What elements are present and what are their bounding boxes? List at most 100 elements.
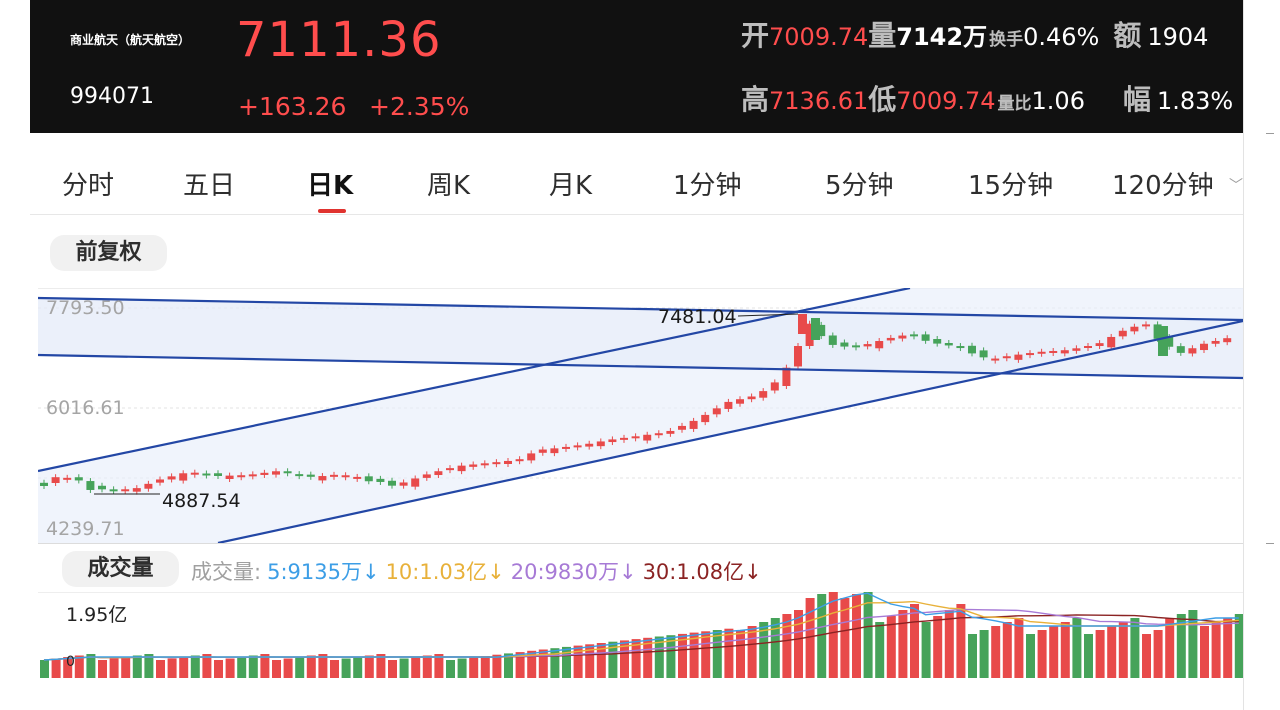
left-margin (0, 0, 30, 710)
candle (747, 396, 756, 400)
tab-5-minute[interactable]: 5分钟 (825, 171, 894, 201)
candle (562, 446, 570, 449)
adjust-mode-button[interactable]: 前复权 (50, 235, 167, 271)
candle (840, 342, 849, 347)
volume-bar (782, 614, 792, 678)
volume-bar (353, 657, 363, 678)
candle (295, 474, 304, 477)
candle (283, 471, 292, 474)
candle (40, 482, 48, 486)
candle (968, 345, 976, 354)
candle (98, 485, 106, 490)
candle (457, 465, 466, 472)
candle (434, 471, 443, 476)
volume-ratio-value: 1.06 (1031, 87, 1085, 115)
current-price: 7111.36 (236, 12, 442, 68)
volume-bar (283, 658, 293, 678)
volume-ratio-label: 量比 (997, 94, 1032, 114)
chart-divider (38, 543, 1243, 544)
candle (921, 334, 930, 341)
tab-daily-k[interactable]: 日K (307, 171, 354, 201)
candle (167, 476, 176, 480)
tab-1-minute[interactable]: 1分钟 (673, 171, 742, 201)
volume-bar (596, 643, 606, 678)
volume-bar (225, 658, 235, 678)
candle (376, 478, 385, 482)
candle (1037, 351, 1046, 354)
candle (248, 474, 257, 477)
volume-bar (1049, 626, 1059, 678)
volume-bar (144, 654, 154, 678)
candle (469, 464, 478, 467)
candle (156, 479, 164, 483)
candle (875, 341, 884, 349)
candle (666, 430, 675, 434)
candle (1142, 324, 1150, 327)
candle (898, 335, 907, 339)
volume-bar (1072, 618, 1082, 678)
tab-intraday[interactable]: 分时 (62, 171, 115, 201)
volume-bar (237, 657, 247, 678)
high-label: 高 (741, 83, 770, 116)
candle (202, 473, 211, 476)
volume-bar (156, 660, 165, 678)
tab-weekly-k[interactable]: 周K (427, 171, 471, 201)
tab-five-day[interactable]: 五日 (183, 171, 236, 201)
volume-bar (422, 655, 432, 678)
candle (585, 443, 594, 447)
kline-chart[interactable] (38, 288, 1243, 543)
tab-15-minute[interactable]: 15分钟 (968, 171, 1054, 201)
candle (620, 437, 628, 440)
candle (1072, 348, 1081, 351)
candle (388, 480, 396, 486)
volume-bar (1234, 614, 1243, 678)
volume-bar (1095, 630, 1105, 678)
candle (701, 414, 710, 423)
candle (411, 478, 420, 487)
candle (596, 441, 605, 447)
candle (306, 474, 315, 477)
high-value: 7136.61 (769, 87, 869, 115)
candle (1211, 340, 1220, 344)
volume-bar (1188, 610, 1198, 678)
candle (527, 453, 536, 461)
volume-bar (759, 622, 769, 678)
volume-bar (388, 660, 397, 678)
tab-120-minute[interactable]: 120分钟 (1112, 171, 1214, 201)
volume-zero-label: 0 (66, 654, 75, 670)
volume-bar (805, 598, 815, 678)
volume-chart[interactable] (38, 592, 1243, 680)
amount-label: 额 (1113, 19, 1142, 52)
candle (237, 475, 246, 478)
volume-bar (74, 655, 84, 678)
volume-bar (1060, 622, 1070, 678)
volume-bar (1026, 634, 1035, 678)
candle (86, 481, 95, 490)
ma30-line (43, 614, 1239, 661)
candle (573, 445, 582, 448)
candle (811, 318, 820, 340)
candle (1165, 337, 1174, 347)
volume-bar (1037, 630, 1047, 678)
volume-bar (712, 630, 722, 678)
candle (538, 449, 547, 453)
candle (364, 476, 373, 482)
volume-bar (573, 645, 583, 678)
y-label-mid: 6016.61 (46, 397, 125, 419)
volume-indicator-button[interactable]: 成交量 (62, 551, 179, 587)
volume-bar (1002, 622, 1012, 678)
ma10-line (43, 600, 1239, 661)
index-code: 994071 (70, 84, 154, 109)
tab-monthly-k[interactable]: 月K (549, 171, 593, 201)
candle (724, 401, 733, 409)
volume-bar (910, 604, 919, 678)
chevron-down-icon[interactable]: ﹀ (1229, 178, 1243, 194)
volume-bar (121, 657, 131, 678)
volume-bar (852, 594, 861, 678)
volume-bar (1153, 630, 1163, 678)
candle (341, 475, 350, 478)
candle (330, 474, 338, 477)
volume-bar (86, 654, 96, 678)
candle (863, 344, 872, 347)
volume-bar (132, 655, 142, 678)
